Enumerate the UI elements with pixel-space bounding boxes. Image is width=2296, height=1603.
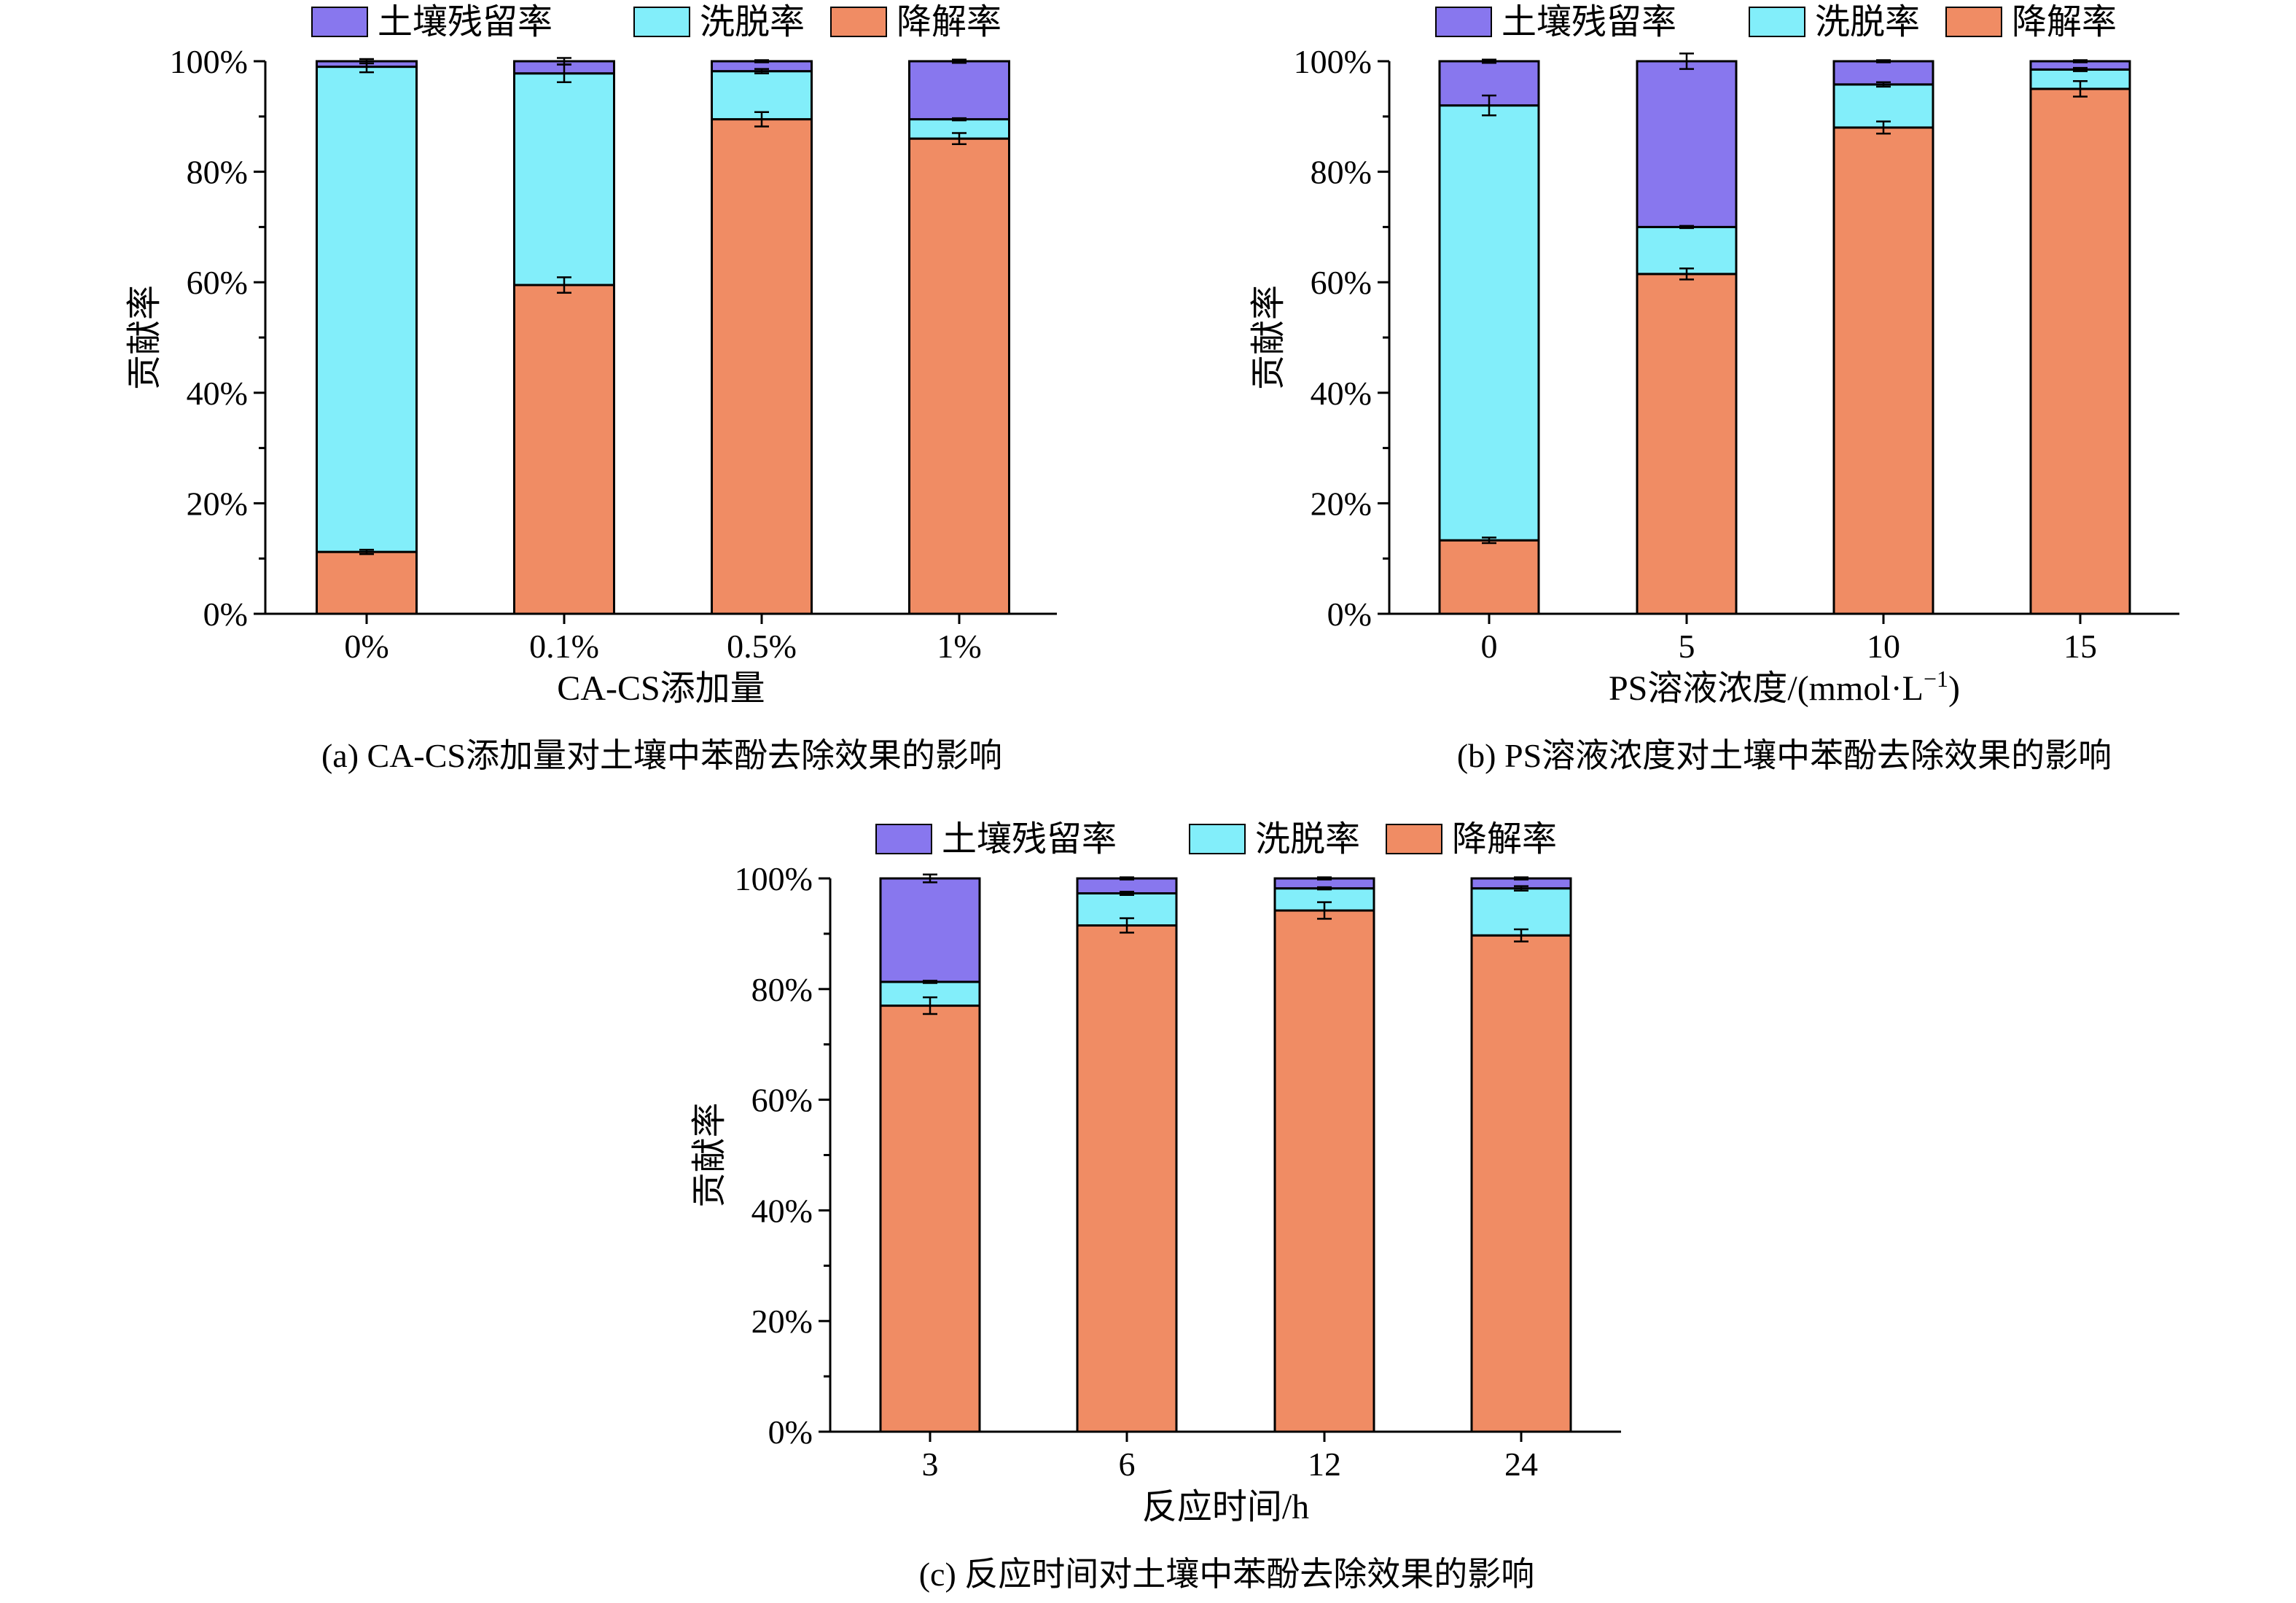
legend-label: 土壤残留率 <box>378 3 552 42</box>
x-tick-label: 0% <box>344 628 388 665</box>
y-tick-label: 80% <box>187 154 248 191</box>
x-axis-title: CA-CS添加量 <box>557 669 765 708</box>
x-tick-label: 12 <box>1308 1446 1341 1483</box>
bar-segment <box>1832 126 1934 615</box>
x-tick-label: 10 <box>1867 628 1900 665</box>
x-axis-title: PS溶液浓度/(mmol·L−1) <box>1609 666 1960 708</box>
y-tick-label: 0% <box>768 1413 813 1451</box>
x-axis-title-main: CA-CS添加量 <box>557 669 765 708</box>
panel-a: 土壤残留率 洗脱率 降解率 0% 20% 40% 60% 80% 100% 0% 0.1% 0.5% 1… <box>125 3 1057 774</box>
legend-swatch <box>1749 7 1805 37</box>
bar-segment <box>908 60 1010 121</box>
bar-segment <box>1636 273 1738 615</box>
y-axis-title: 贡献率 <box>690 1102 729 1207</box>
x-axis-title: 反应时间/h <box>1142 1488 1309 1526</box>
x-tick-label: 0.1% <box>529 628 599 665</box>
x-axis-title-main: 反应时间/h <box>1142 1488 1309 1526</box>
bar-segment <box>879 1005 981 1433</box>
y-tick-label: 60% <box>187 264 248 301</box>
legend-label: 洗脱率 <box>1815 3 1920 42</box>
bar-segment <box>513 72 615 286</box>
legend-swatch <box>1945 7 2002 37</box>
x-axis-title-end: ) <box>1948 669 1960 708</box>
y-tick-label: 20% <box>1311 485 1372 522</box>
bar-segment <box>908 137 1010 615</box>
bar-segment <box>879 877 981 983</box>
bar-segment <box>1636 225 1738 276</box>
y-tick-label: 20% <box>751 1303 813 1340</box>
bar-segment <box>316 550 418 615</box>
legend-swatch <box>1386 824 1442 854</box>
bar-segment <box>316 66 418 553</box>
bar-segment <box>1438 539 1540 615</box>
x-tick-label: 1% <box>937 628 981 665</box>
panel-c: 土壤残留率 洗脱率 降解率 0% 20% 40% 60% 80% 100% 3 6 12 24 贡献率反应… <box>690 820 1621 1593</box>
legend-label: 洗脱率 <box>700 3 805 42</box>
x-axis-title-main: PS溶液浓度/(mmol·L <box>1609 669 1924 708</box>
y-tick-label: 20% <box>187 485 248 522</box>
legend-label: 降解率 <box>897 3 1001 42</box>
bar-segment <box>1438 104 1540 542</box>
legend-swatch <box>875 824 932 854</box>
bar-segment <box>1832 60 1934 86</box>
bar-segment <box>1470 887 1572 937</box>
x-tick-label: 0 <box>1481 628 1498 665</box>
bar-segment <box>1470 934 1572 1433</box>
y-tick-label: 40% <box>1311 375 1372 412</box>
x-tick-label: 24 <box>1504 1446 1538 1483</box>
panel-b: 土壤残留率 洗脱率 降解率 0% 20% 40% 60% 80% 100% 0 5 10 15 贡献率 PS… <box>1249 3 2179 774</box>
legend-label: 降解率 <box>1452 820 1557 859</box>
legend-label: 降解率 <box>2012 3 2117 42</box>
y-axis-title: 贡献率 <box>1249 285 1288 390</box>
y-tick-label: 100% <box>735 860 813 897</box>
bar-segment <box>1076 924 1178 1433</box>
panel-caption: (c) 反应时间对土壤中苯酚去除效果的影响 <box>919 1556 1535 1593</box>
panel-caption: (b) PS溶液浓度对土壤中苯酚去除效果的影响 <box>1457 737 2112 774</box>
bar-segment <box>1273 909 1375 1433</box>
y-tick-label: 40% <box>187 375 248 412</box>
legend-swatch <box>1435 7 1492 37</box>
y-tick-label: 100% <box>1294 43 1372 80</box>
y-tick-label: 80% <box>751 971 813 1008</box>
x-tick-label: 15 <box>2063 628 2097 665</box>
x-tick-label: 3 <box>922 1446 939 1483</box>
y-tick-label: 60% <box>1311 264 1372 301</box>
y-tick-label: 0% <box>1327 596 1372 633</box>
y-axis-title: 贡献率 <box>125 285 164 390</box>
legend-swatch <box>633 7 690 37</box>
legend-label: 土壤残留率 <box>942 820 1117 859</box>
x-tick-label: 5 <box>1679 628 1695 665</box>
y-tick-label: 0% <box>203 596 248 633</box>
y-tick-label: 60% <box>751 1082 813 1119</box>
y-tick-label: 40% <box>751 1192 813 1229</box>
legend-swatch <box>311 7 368 37</box>
x-axis-title-sup: −1 <box>1924 666 1948 692</box>
panel-caption: (a) CA-CS添加量对土壤中苯酚去除效果的影响 <box>321 737 1002 774</box>
bar-segment <box>711 118 813 615</box>
y-tick-label: 100% <box>170 43 248 80</box>
legend-label: 洗脱率 <box>1255 820 1360 859</box>
x-tick-label: 0.5% <box>727 628 797 665</box>
bar-segment <box>513 284 615 615</box>
legend-swatch <box>830 7 887 37</box>
bar-segment <box>1636 60 1738 228</box>
y-tick-label: 80% <box>1311 154 1372 191</box>
bar-segment <box>2029 87 2131 615</box>
legend-label: 土壤残留率 <box>1502 3 1676 42</box>
x-tick-label: 6 <box>1119 1446 1136 1483</box>
legend-swatch <box>1189 824 1246 854</box>
